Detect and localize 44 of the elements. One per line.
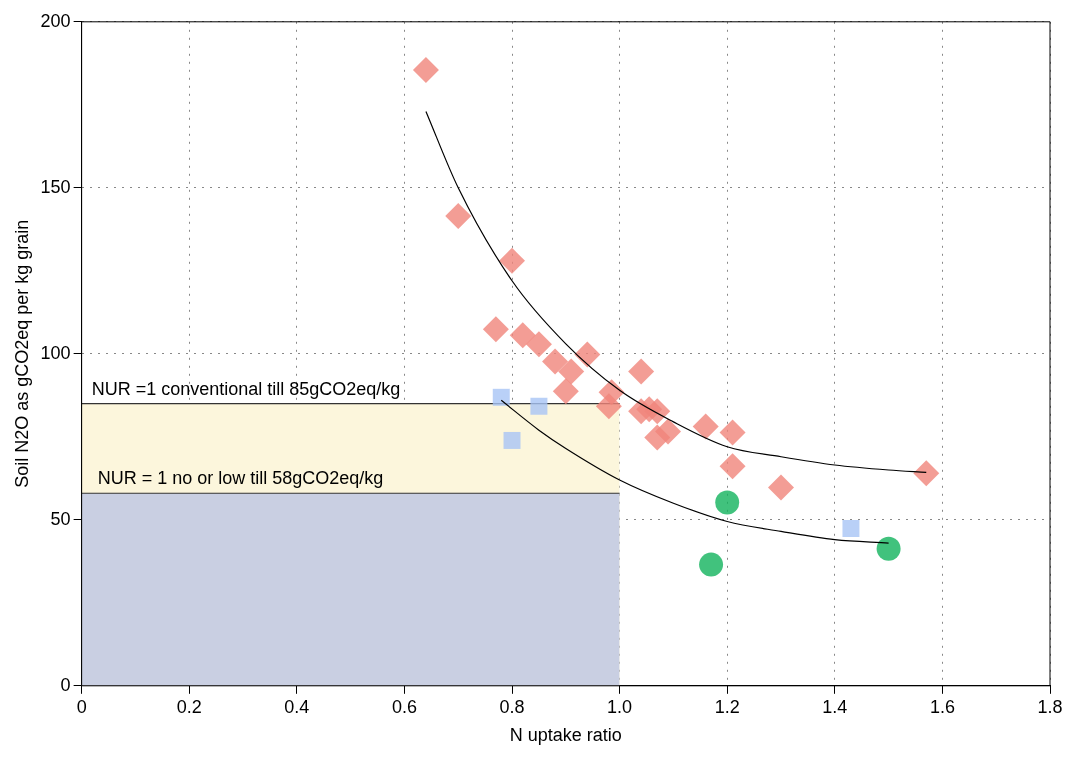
x-tick-label: 0.4 — [284, 696, 310, 717]
x-tick-label: 0 — [76, 696, 87, 717]
point — [699, 552, 724, 577]
point — [715, 490, 740, 515]
point — [768, 474, 795, 501]
point — [574, 341, 601, 368]
annotation: NUR =1 conventional till 85gCO2eq/kg — [91, 378, 401, 399]
y-axis-title: Soil N2O as gCO2eq per kg grain — [11, 219, 32, 488]
point — [719, 453, 746, 480]
point — [876, 536, 901, 561]
x-tick-label: 0.8 — [499, 696, 525, 717]
point — [445, 203, 472, 230]
point — [509, 322, 536, 349]
x-tick-label: 1.4 — [822, 696, 848, 717]
point — [492, 388, 510, 406]
point — [913, 460, 940, 487]
x-tick-label: 0.2 — [176, 696, 202, 717]
point — [530, 397, 548, 415]
point — [525, 331, 552, 358]
y-tick-label: 150 — [40, 176, 71, 197]
point — [412, 56, 439, 83]
y-tick-label: 50 — [50, 508, 71, 529]
point — [542, 348, 569, 375]
x-tick-label: 0.6 — [391, 696, 417, 717]
point — [558, 358, 585, 385]
x-tick-label: 1.0 — [607, 696, 633, 717]
x-tick-label: 1.2 — [714, 696, 740, 717]
point — [503, 431, 521, 449]
y-tick-label: 200 — [40, 10, 71, 31]
point — [719, 419, 746, 446]
annotation: NUR = 1 no or low till 58gCO2eq/kg — [97, 468, 384, 489]
x-tick-label: 1.8 — [1037, 696, 1063, 717]
point — [842, 519, 860, 537]
point — [628, 358, 655, 385]
point — [644, 424, 671, 451]
point — [595, 393, 622, 420]
x-tick-label: 1.6 — [929, 696, 955, 717]
x-axis-title: N uptake ratio — [509, 725, 622, 746]
y-tick-label: 0 — [60, 674, 71, 695]
point — [499, 247, 526, 274]
point — [482, 316, 509, 343]
point — [552, 378, 579, 405]
point — [692, 413, 719, 440]
y-tick-label: 100 — [40, 342, 71, 363]
